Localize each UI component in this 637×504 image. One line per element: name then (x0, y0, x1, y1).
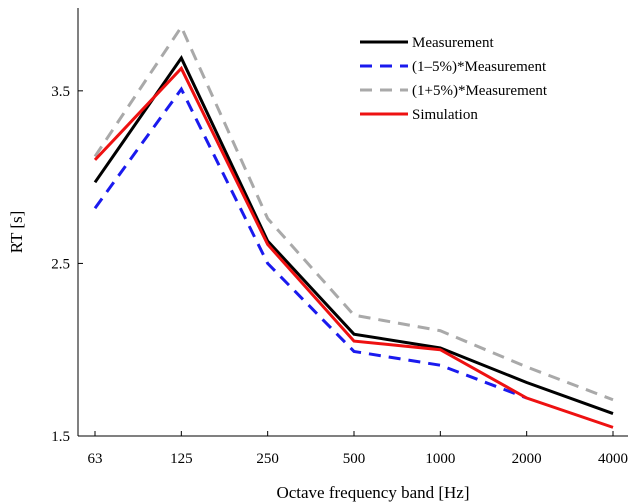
y-tick-label: 3.5 (51, 84, 70, 100)
x-tick-label: 1000 (425, 451, 455, 467)
x-tick-label: 4000 (598, 451, 628, 467)
y-axis-title: RT [s] (7, 211, 26, 254)
series-line-simulation (93, 65, 614, 429)
x-tick-label: 500 (343, 451, 366, 467)
x-tick-label: 63 (88, 451, 103, 467)
legend: Measurement (1–5%)*Measurement (1+5%)*Meas… (360, 35, 548, 123)
x-tick-label: 125 (170, 451, 193, 467)
x-tick-label: 250 (256, 451, 279, 467)
legend-label: (1+5%)*Measurement (412, 83, 548, 99)
series-lines (93, 23, 614, 429)
axes: 63 125 250 500 1000 2000 4000 1.5 2.5 3.5 (51, 8, 628, 467)
legend-label: (1–5%)*Measurement (412, 59, 547, 75)
x-axis-title: Octave frequency band [Hz] (276, 483, 469, 502)
legend-label: Simulation (412, 107, 478, 123)
x-tick-label: 2000 (512, 451, 542, 467)
legend-label: Measurement (412, 35, 494, 51)
series-line-measurement (93, 55, 614, 415)
series-line-1-5-measurement (93, 86, 528, 400)
y-tick-label: 2.5 (51, 256, 70, 272)
y-tick-label: 1.5 (51, 429, 70, 445)
